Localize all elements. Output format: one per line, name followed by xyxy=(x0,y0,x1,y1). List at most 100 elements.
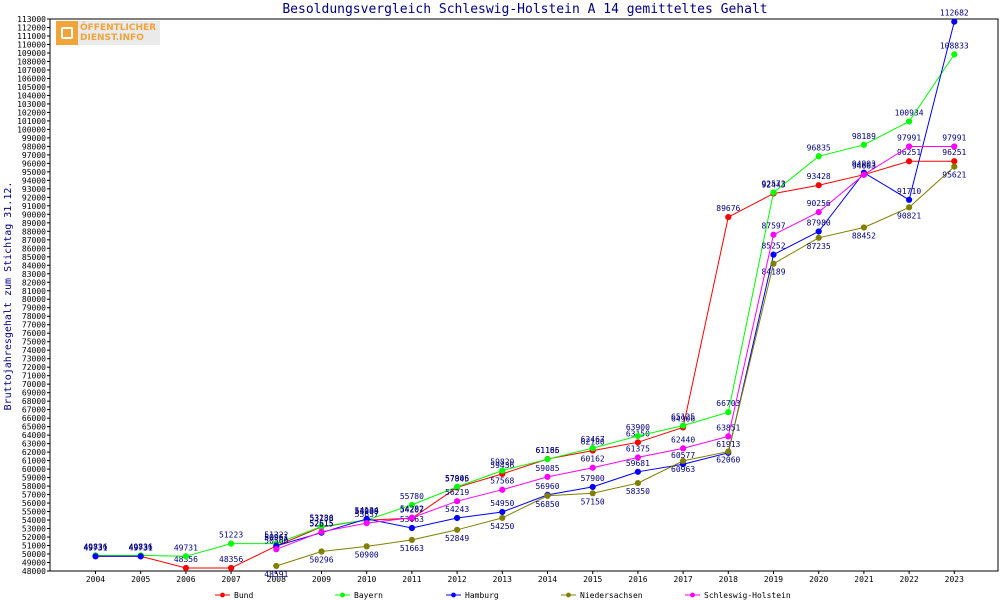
y-tick-label: 91000 xyxy=(22,202,46,211)
data-label: 92443 xyxy=(761,181,785,190)
data-label: 87597 xyxy=(761,222,785,231)
y-tick-label: 99000 xyxy=(22,134,46,143)
legend-label: Schleswig-Holstein xyxy=(704,591,791,600)
data-point xyxy=(408,501,415,509)
data-label: 85252 xyxy=(761,242,785,251)
plot-frame xyxy=(49,18,999,572)
data-label: 54207 xyxy=(400,505,424,514)
data-point xyxy=(815,209,822,216)
data-point xyxy=(499,508,506,516)
y-tick-label: 56000 xyxy=(22,499,46,508)
data-label: 61913 xyxy=(716,440,740,449)
data-label: 53236 xyxy=(309,514,333,523)
y-tick-label: 90000 xyxy=(22,210,46,219)
data-label: 97991 xyxy=(897,133,921,142)
site-logo: ÖFFENTLICHER DIENST.INFO xyxy=(56,21,160,45)
data-label: 63900 xyxy=(626,423,650,432)
data-label: 57906 xyxy=(445,474,469,483)
data-label: 49836 xyxy=(83,542,107,551)
y-tick-label: 84000 xyxy=(22,261,46,270)
y-tick-label: 80000 xyxy=(22,295,46,304)
y-tick-label: 98000 xyxy=(22,142,46,151)
x-tick-label: 2016 xyxy=(628,575,647,584)
data-label: 62467 xyxy=(581,435,605,444)
y-tick-label: 69000 xyxy=(22,389,46,398)
legend: Bund Bayern Hamburg Niedersachsen Schleswig-… xyxy=(215,591,791,600)
data-point xyxy=(951,18,958,25)
y-tick-label: 61000 xyxy=(22,457,46,466)
legend-label: Hamburg xyxy=(465,591,499,600)
y-tick-label: 106000 xyxy=(17,74,46,83)
data-label: 49836 xyxy=(129,542,153,551)
y-tick-label: 100000 xyxy=(17,125,46,134)
x-tick-label: 2021 xyxy=(854,575,873,584)
data-label: 59820 xyxy=(490,458,514,467)
y-tick-label: 97000 xyxy=(22,151,46,160)
y-tick-label: 55000 xyxy=(22,508,46,517)
data-label: 48356 xyxy=(219,555,243,564)
y-tick-label: 105000 xyxy=(17,83,46,92)
data-point xyxy=(860,224,868,231)
data-point xyxy=(454,526,461,533)
y-tick-label: 109000 xyxy=(17,49,46,58)
data-point xyxy=(228,564,235,572)
data-label: 66703 xyxy=(716,399,740,408)
data-label: 52615 xyxy=(309,519,333,528)
data-label: 50296 xyxy=(309,556,333,565)
data-point xyxy=(770,189,777,196)
data-label: 49731 xyxy=(83,543,107,552)
y-tick-label: 63000 xyxy=(22,440,46,449)
data-point xyxy=(815,228,822,235)
x-tick-label: 2014 xyxy=(538,575,557,584)
data-point xyxy=(363,543,370,550)
data-point xyxy=(273,546,280,553)
data-label: 93428 xyxy=(807,172,831,181)
data-label: 84189 xyxy=(761,268,785,277)
data-point xyxy=(454,514,461,522)
data-label: 57568 xyxy=(490,477,514,486)
data-label: 112682 xyxy=(940,9,969,18)
data-point xyxy=(318,528,325,535)
data-label: 52515 xyxy=(309,520,333,529)
y-tick-label: 112000 xyxy=(17,23,46,32)
y-tick-label: 51000 xyxy=(22,542,46,551)
series-line xyxy=(276,21,955,547)
series-hamburg: 4973149731509615251554134530635424354950… xyxy=(83,9,969,560)
data-point xyxy=(951,158,958,165)
data-point xyxy=(770,251,777,258)
data-point xyxy=(544,456,551,463)
data-label: 54243 xyxy=(445,505,469,514)
y-tick-label: 60000 xyxy=(22,465,46,474)
data-label: 92573 xyxy=(761,179,785,188)
data-label: 90821 xyxy=(897,211,921,220)
y-tick-label: 59000 xyxy=(22,474,46,483)
data-point xyxy=(499,514,506,522)
data-point xyxy=(634,432,642,440)
y-tick-label: 71000 xyxy=(22,372,46,381)
x-tick-label: 2012 xyxy=(447,575,466,584)
data-label: 64906 xyxy=(671,414,695,423)
data-label: 60963 xyxy=(671,465,695,474)
chart-title: Besoldungsvergleich Schleswig-Holstein A… xyxy=(282,2,767,17)
data-point xyxy=(815,234,822,241)
data-label: 50961 xyxy=(264,533,288,542)
data-point xyxy=(454,498,461,505)
y-tick-label: 67000 xyxy=(22,406,46,415)
y-tick-label: 62000 xyxy=(22,448,46,457)
data-label: 58350 xyxy=(626,487,650,496)
x-tick-label: 2015 xyxy=(583,575,602,584)
data-label: 54950 xyxy=(490,499,514,508)
data-point xyxy=(228,540,235,547)
data-label: 98189 xyxy=(852,132,876,141)
y-tick-label: 58000 xyxy=(22,482,46,491)
data-label: 50900 xyxy=(355,550,379,559)
y-tick-label: 104000 xyxy=(17,91,46,100)
data-label: 53989 xyxy=(355,507,379,516)
x-axis: 2004 2005 2006 2007 2008 2009 2010 2011 2012 2013… xyxy=(86,571,964,584)
data-label: 95621 xyxy=(942,171,966,180)
data-label: 59085 xyxy=(535,464,559,473)
y-tick-label: 101000 xyxy=(17,117,46,126)
y-tick-label: 53000 xyxy=(22,525,46,534)
series-line xyxy=(276,166,955,567)
